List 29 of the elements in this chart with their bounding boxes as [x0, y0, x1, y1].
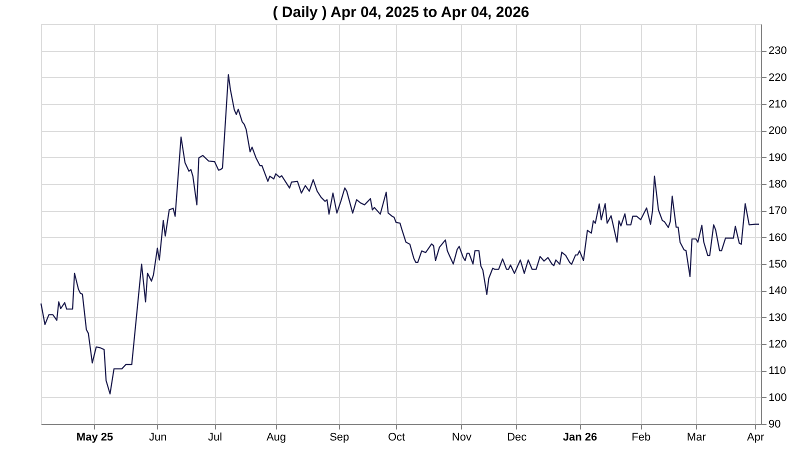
x-tick-label: Apr	[747, 432, 764, 444]
x-tick-label: Jun	[149, 432, 167, 444]
x-tick-label: Oct	[388, 432, 406, 444]
y-tick-label: 190	[768, 152, 787, 164]
y-tick-label: 100	[768, 392, 787, 404]
y-tick-label: 110	[768, 365, 786, 378]
x-tick-label: Jan 26	[562, 432, 598, 444]
y-tick-label: 200	[768, 125, 787, 138]
chart-title: ( Daily ) Apr 04, 2025 to Apr 04, 2026	[272, 4, 530, 21]
x-tick-label: Feb	[632, 432, 651, 444]
x-tick-label: May 25	[76, 432, 114, 444]
y-tick-label: 140	[768, 285, 787, 298]
y-tick-label: 180	[768, 178, 787, 190]
y-tick-label: 130	[768, 312, 787, 324]
x-tick-label: Jul	[208, 432, 222, 444]
y-tick-label: 150	[768, 258, 787, 270]
x-tick-label: Aug	[266, 432, 286, 444]
line-series	[40, 74, 760, 394]
y-tick-label: 120	[768, 338, 787, 350]
x-tick-label: Dec	[507, 432, 528, 444]
y-tick-label: 90	[768, 418, 781, 430]
x-tick-label: Nov	[452, 432, 472, 444]
y-tick-label: 220	[768, 72, 787, 84]
y-tick-label: 160	[768, 232, 787, 244]
x-tick-label: Mar	[686, 432, 706, 444]
x-tick-label: Sep	[330, 432, 350, 444]
y-tick-label: 170	[768, 205, 787, 218]
y-tick-label: 210	[768, 98, 787, 110]
y-tick-label: 230	[768, 45, 787, 58]
